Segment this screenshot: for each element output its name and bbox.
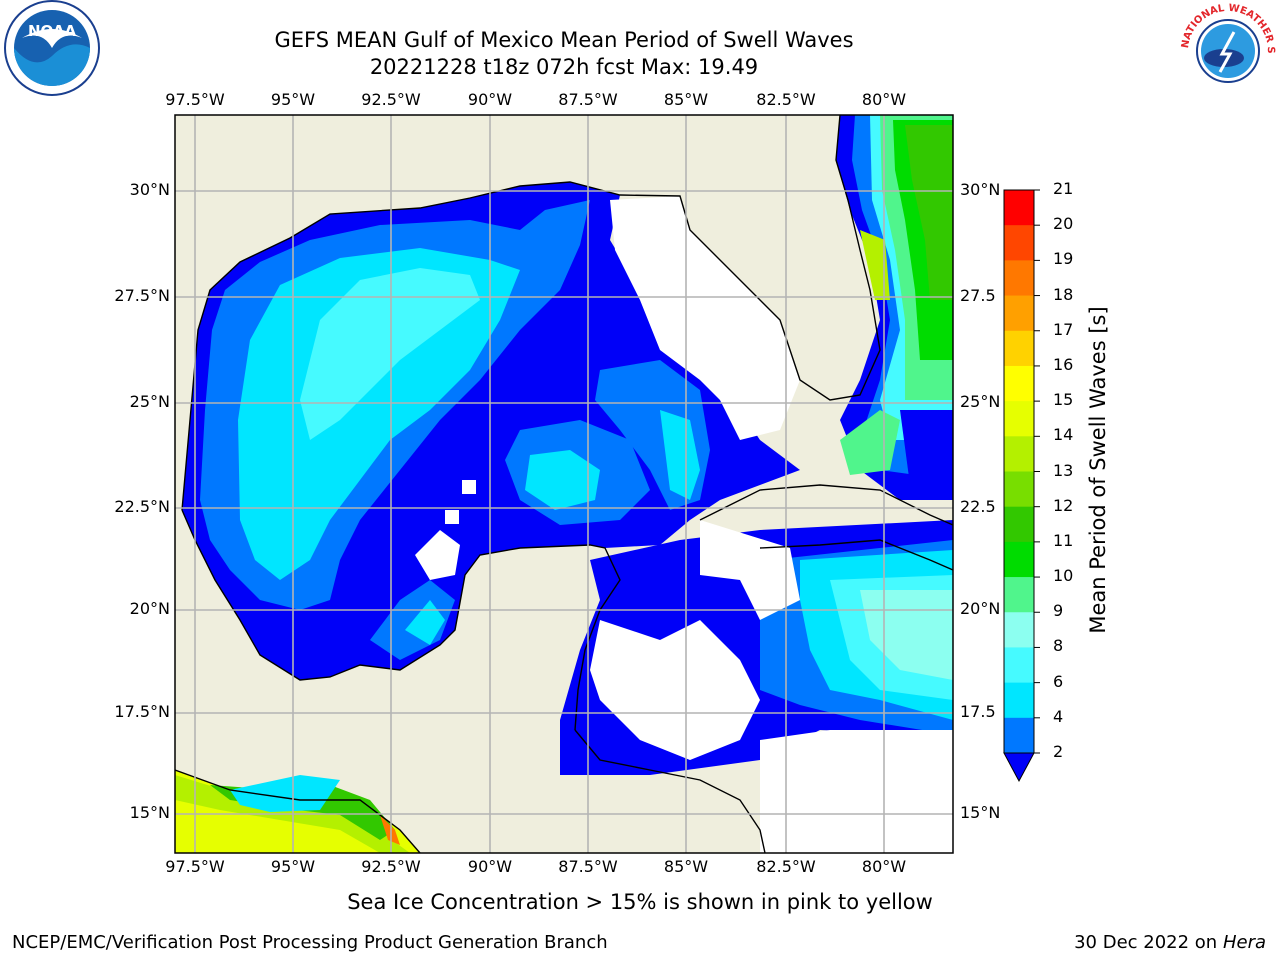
colorbar-bin — [1004, 471, 1034, 508]
colorbar-tick-label: 14 — [1053, 425, 1074, 445]
lat-label-left: 15°N — [129, 803, 170, 822]
colorbar-tick-label: 13 — [1053, 460, 1074, 480]
colorbar-bin — [1004, 225, 1034, 261]
colorbar-tick-label: 4 — [1053, 706, 1064, 726]
lat-label-left: 30°N — [129, 180, 170, 199]
lon-label-top: 80°W — [861, 90, 907, 109]
colorbar-tick-label: 21 — [1053, 179, 1074, 198]
lat-label-left: 27.5°N — [114, 286, 170, 305]
lon-label-bottom: 80°W — [861, 857, 907, 876]
colorbar-bin — [1004, 541, 1034, 578]
lon-label-bottom: 95°W — [270, 857, 316, 876]
colorbar-bin — [1004, 295, 1034, 332]
lat-label-left: 20°N — [129, 599, 170, 618]
lon-label-top: 92.5°W — [361, 90, 421, 109]
colorbar-tick-label: 16 — [1053, 354, 1074, 374]
colorbar-title: Mean Period of Swell Waves [s] — [1086, 306, 1110, 634]
lon-label-top: 95°W — [270, 90, 316, 109]
lon-label-top: 87.5°W — [558, 90, 618, 109]
map-frame — [174, 114, 954, 854]
colorbar-tick-label: 11 — [1053, 530, 1074, 550]
footer-credit: NCEP/EMC/Verification Post Processing Pr… — [12, 932, 608, 953]
lat-label-left: 17.5°N — [114, 702, 170, 721]
chart-title: GEFS MEAN Gulf of Mexico Mean Period of … — [274, 28, 854, 52]
lat-label-left: 25°N — [129, 392, 170, 411]
colorbar-bin — [1004, 647, 1034, 684]
colorbar-tick-label: 8 — [1053, 636, 1064, 656]
lat-label-right: 25°N — [960, 392, 1001, 411]
lon-label-top: 90°W — [467, 90, 513, 109]
lon-label-bottom: 85°W — [663, 857, 709, 876]
colorbar-tick-label: 6 — [1053, 671, 1064, 691]
chart-subtitle: 20221228 t18z 072h fcst Max: 19.49 — [369, 55, 759, 79]
sea-ice-note: Sea Ice Concentration > 15% is shown in … — [347, 890, 933, 914]
lon-label-top: 97.5°W — [165, 90, 225, 109]
colorbar-bin — [1004, 365, 1034, 402]
colorbar-bin — [1004, 612, 1034, 648]
lon-label-bottom: 82.5°W — [756, 857, 816, 876]
lon-label-bottom: 90°W — [467, 857, 513, 876]
colorbar-tick-label: 19 — [1053, 249, 1074, 269]
colorbar-bin — [1004, 436, 1034, 472]
nws-logo: NATIONAL WEATHER SERVICE — [1174, 0, 1278, 100]
footer-date-text: 30 Dec 2022 on — [1074, 932, 1218, 953]
colorbar-tick-label: 17 — [1053, 319, 1074, 339]
graticule — [175, 115, 953, 853]
lon-label-bottom: 92.5°W — [361, 857, 421, 876]
colorbar-tick-label: 20 — [1053, 214, 1074, 234]
colorbar-bin — [1004, 190, 1034, 226]
lon-label-top: 82.5°W — [756, 90, 816, 109]
lat-label-right: 27.5 — [960, 286, 996, 305]
colorbar-tick-label: 9 — [1053, 601, 1064, 621]
colorbar — [1003, 189, 1040, 783]
colorbar-bin — [1004, 401, 1034, 437]
colorbar-bin — [1004, 330, 1034, 367]
lon-label-top: 85°W — [663, 90, 709, 109]
footer-machine: Hera — [1222, 932, 1266, 953]
lon-label-bottom: 97.5°W — [165, 857, 225, 876]
colorbar-bin — [1004, 717, 1034, 754]
gulf-swell-lightcyan — [300, 268, 480, 440]
noaa-logo-text: NOAA — [28, 22, 77, 40]
lat-label-right: 22.5 — [960, 497, 996, 516]
colorbar-extend-min — [1003, 752, 1035, 783]
colorbar-tick-label: 12 — [1053, 495, 1074, 515]
colorbar-bin — [1004, 682, 1034, 719]
lat-label-right: 15°N — [960, 803, 1001, 822]
noaa-logo: NOAA — [0, 0, 105, 100]
colorbar-tick-label: 10 — [1053, 566, 1074, 586]
lat-label-right: 20°N — [960, 599, 1001, 618]
colorbar-bin — [1004, 506, 1034, 543]
colorbar-bin — [1004, 577, 1034, 613]
lat-label-right: 17.5 — [960, 702, 996, 721]
colorbar-tick-label: 2 — [1053, 742, 1064, 761]
colorbar-tick-label: 15 — [1053, 390, 1074, 410]
footer-date: 30 Dec 2022 on Hera — [1074, 932, 1266, 953]
gulf-swell-cyan — [238, 248, 520, 580]
lat-label-right: 30°N — [960, 180, 1001, 199]
lat-label-left: 22.5°N — [114, 497, 170, 516]
lon-label-bottom: 87.5°W — [558, 857, 618, 876]
colorbar-tick-label: 18 — [1053, 284, 1074, 304]
coastlines — [175, 115, 953, 853]
colorbar-bin — [1004, 260, 1034, 297]
